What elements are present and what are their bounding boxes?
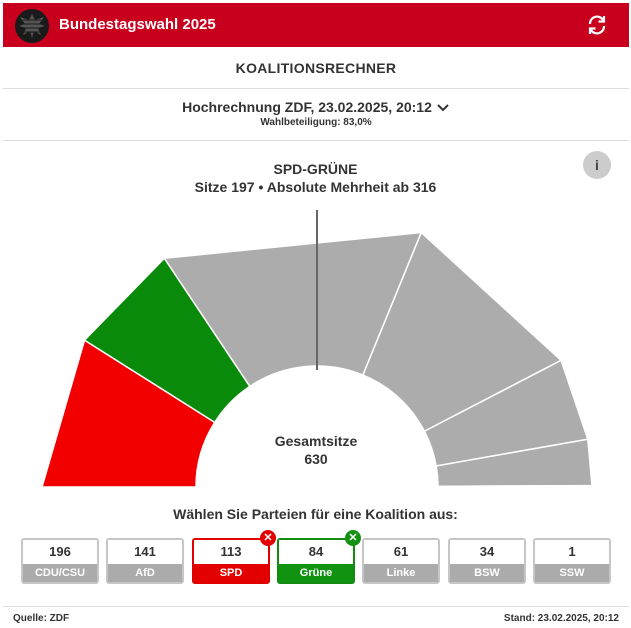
party-button-cdu[interactable]: 196 CDU/CSU	[21, 538, 99, 584]
party-seats: 1	[535, 540, 609, 564]
party-selector: 196 CDU/CSU 141 AfD 113 SPD ✕ 84 Grüne ✕ 61 Linke 34…	[21, 530, 613, 584]
party-seats: 84	[279, 540, 353, 564]
projection-selector[interactable]: Hochrechnung ZDF, 23.02.2025, 20:12 Wahl…	[3, 89, 629, 141]
party-seats: 113	[194, 540, 268, 564]
party-button-spd[interactable]: 113 SPD ✕	[192, 530, 276, 584]
footer: Quelle: ZDF Stand: 23.02.2025, 20:12	[3, 606, 629, 628]
coalition-name: SPD-GRÜNE	[273, 161, 358, 177]
party-button-afd[interactable]: 141 AfD	[106, 538, 184, 584]
timestamp-label: Stand: 23.02.2025, 20:12	[503, 613, 619, 624]
projection-text: Hochrechnung ZDF, 23.02.2025, 20:12	[182, 99, 432, 115]
party-seats: 61	[364, 540, 438, 564]
seat-segment-ssw	[437, 484, 593, 488]
party-seats: 34	[450, 540, 524, 564]
party-label: BSW	[450, 564, 524, 582]
coalition-prompt: Wählen Sie Parteien für eine Koalition a…	[173, 506, 458, 522]
party-button-gruene[interactable]: 84 Grüne ✕	[277, 530, 361, 584]
projection-label: Hochrechnung ZDF, 23.02.2025, 20:12	[3, 99, 629, 115]
app-header: Bundestagswahl 2025	[3, 3, 629, 47]
party-seats: 141	[108, 540, 182, 564]
total-seats-value: 630	[304, 451, 328, 467]
total-seats: Gesamtsitze 630	[216, 432, 416, 468]
party-label: SPD	[194, 564, 268, 582]
party-seats: 196	[23, 540, 97, 564]
chevron-down-icon	[437, 104, 449, 112]
party-label: AfD	[108, 564, 182, 582]
party-button-bsw[interactable]: 34 BSW	[448, 538, 526, 584]
remove-party-icon[interactable]: ✕	[260, 530, 276, 546]
coalition-seats: Sitze 197 • Absolute Mehrheit ab 316	[194, 179, 437, 195]
eagle-icon	[15, 9, 49, 43]
party-label: Linke	[364, 564, 438, 582]
party-button-linke[interactable]: 61 Linke	[362, 538, 440, 584]
total-seats-label: Gesamtsitze	[274, 433, 358, 449]
seat-chart	[41, 210, 593, 488]
remove-party-icon[interactable]: ✕	[345, 530, 361, 546]
source-label: Quelle: ZDF	[13, 613, 70, 624]
party-label: SSW	[535, 564, 609, 582]
party-label: Grüne	[279, 564, 353, 582]
party-button-ssw[interactable]: 1 SSW	[533, 538, 611, 584]
info-button[interactable]: i	[583, 151, 611, 179]
coalition-summary: SPD-GRÜNE Sitze 197 • Absolute Mehrheit …	[0, 160, 631, 196]
refresh-icon[interactable]	[585, 13, 609, 37]
party-label: CDU/CSU	[23, 564, 97, 582]
turnout-label: Wahlbeteiligung: 83,0%	[260, 117, 372, 128]
app-title: Bundestagswahl 2025	[59, 16, 216, 33]
page-title: KOALITIONSRECHNER	[3, 47, 629, 89]
